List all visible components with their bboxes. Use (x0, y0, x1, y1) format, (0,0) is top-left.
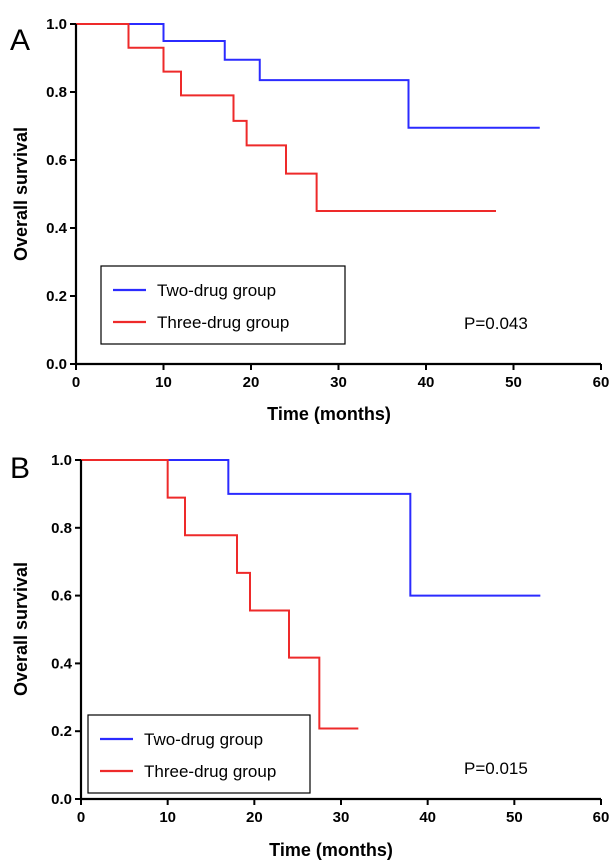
p-value-annotation: P=0.043 (464, 314, 528, 333)
panel-a: A Overall survival Time (months) 0.00.20… (10, 16, 609, 424)
series-line-three-drug (76, 23, 496, 212)
panel-b: B Overall survival Time (months) 0.00.20… (10, 452, 609, 860)
series-group (81, 459, 541, 730)
x-tick-label: 30 (333, 809, 350, 826)
y-tick-label: 0.0 (51, 791, 72, 808)
x-tick-label: 20 (243, 374, 260, 391)
legend-label: Three-drug group (144, 762, 276, 781)
x-tick-label: 60 (593, 374, 610, 391)
axes-frame (74, 24, 601, 366)
panel-label: A (10, 24, 30, 57)
y-ticks: 0.0 0.2 0.4 0.6 0.8 1.0 (51, 452, 81, 808)
y-tick-label: 0.4 (46, 220, 68, 237)
p-value-annotation: P=0.015 (464, 759, 528, 778)
x-tick-label: 10 (155, 374, 172, 391)
x-axis-title: Time (months) (267, 404, 391, 424)
x-tick-label: 40 (418, 374, 435, 391)
x-tick-label: 40 (419, 809, 436, 826)
y-tick-label: 1.0 (51, 452, 72, 469)
y-tick-label: 0.4 (51, 655, 73, 672)
y-tick-label: 1.0 (46, 16, 67, 33)
x-tick-label: 50 (506, 809, 523, 826)
legend: Two-drug group Three-drug group (100, 265, 346, 345)
y-axis-title: Overall survival (11, 127, 31, 261)
legend-label: Two-drug group (157, 281, 276, 300)
panel-label: B (10, 452, 30, 485)
y-tick-label: 0.8 (51, 520, 72, 537)
series-line-two-drug (76, 23, 540, 129)
x-tick-label: 0 (72, 374, 80, 391)
x-tick-label: 60 (593, 809, 610, 826)
series-group (76, 23, 540, 212)
y-tick-label: 0.8 (46, 84, 67, 101)
x-ticks: 0 10 20 30 40 50 60 (72, 364, 610, 391)
y-tick-label: 0.2 (51, 723, 72, 740)
x-tick-label: 0 (77, 809, 85, 826)
x-ticks: 0 10 20 30 40 50 60 (77, 799, 610, 826)
legend: Two-drug group Three-drug group (87, 714, 311, 794)
legend-label: Three-drug group (157, 313, 289, 332)
y-tick-label: 0.6 (46, 152, 67, 169)
x-tick-label: 20 (246, 809, 263, 826)
legend-box (87, 714, 311, 794)
series-line-two-drug (81, 459, 541, 597)
y-tick-label: 0.2 (46, 288, 67, 305)
y-ticks: 0.0 0.2 0.4 0.6 0.8 1.0 (46, 16, 76, 373)
x-tick-label: 30 (330, 374, 347, 391)
x-tick-label: 10 (159, 809, 176, 826)
y-axis-title: Overall survival (11, 562, 31, 696)
legend-box (100, 265, 346, 345)
x-tick-label: 50 (505, 374, 522, 391)
legend-label: Two-drug group (144, 730, 263, 749)
y-tick-label: 0.6 (51, 588, 72, 605)
series-line-three-drug (81, 459, 359, 730)
y-tick-label: 0.0 (46, 356, 67, 373)
axes-frame (79, 460, 601, 801)
x-axis-title: Time (months) (269, 840, 393, 860)
